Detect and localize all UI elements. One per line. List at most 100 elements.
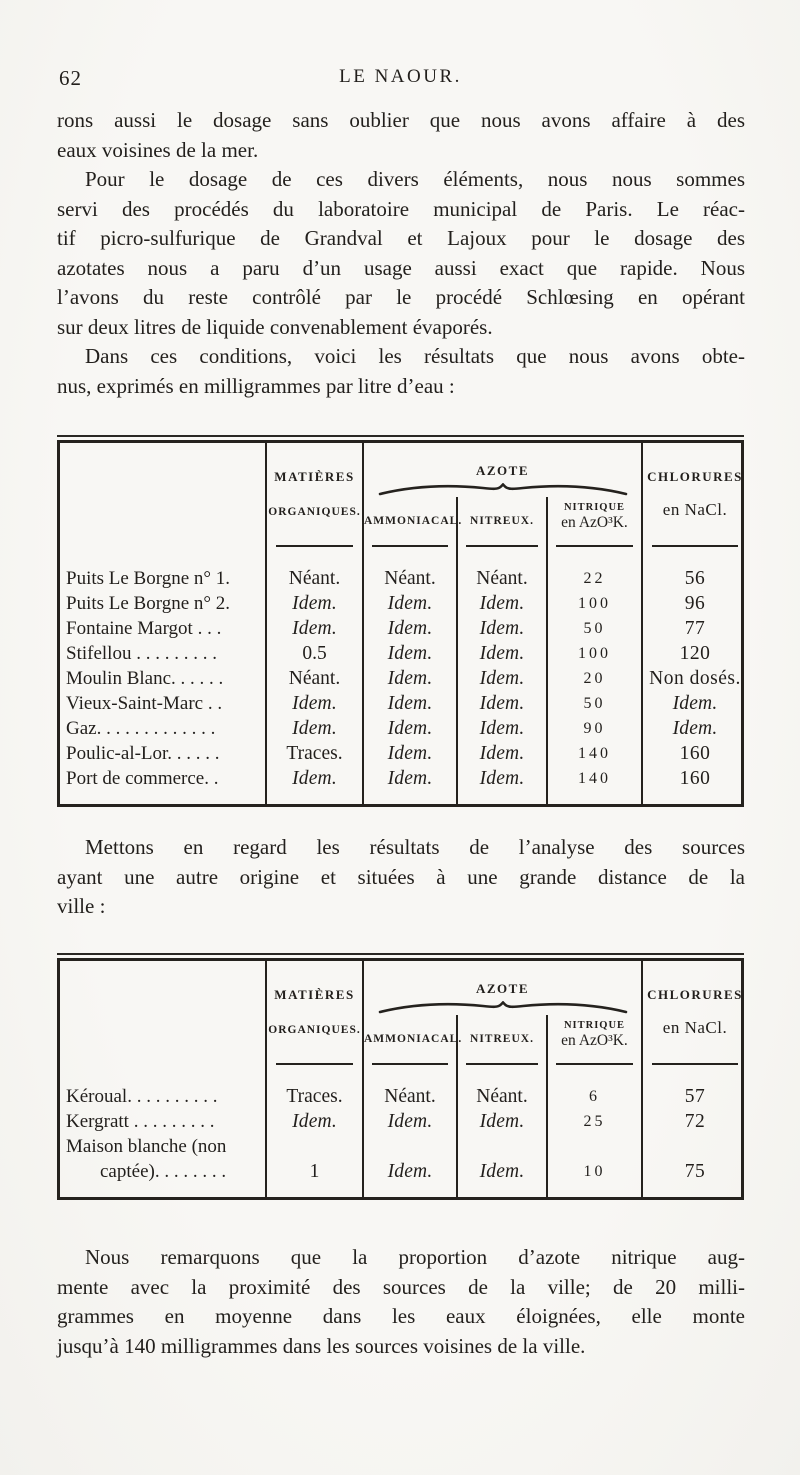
header-line: AMMONIACAL. <box>364 515 463 527</box>
text-line: rons aussi le dosage sans oublier que no… <box>57 108 745 132</box>
text-line: servi des procédés du laboratoire munici… <box>57 196 745 221</box>
value-cell: Idem. <box>362 666 457 691</box>
row-label-column-header <box>60 443 266 555</box>
value-cell: 25 <box>546 1109 642 1134</box>
text-line: sur deux litres de liquide convenablemen… <box>57 314 493 339</box>
value-cell: Idem. <box>265 691 363 716</box>
value-cell: Idem. <box>456 1134 547 1197</box>
value-cell: Idem. <box>265 616 363 641</box>
value-cell: 77 <box>641 616 747 641</box>
value-cell: Idem. <box>362 766 457 804</box>
table-row: Puits Le Borgne n° 1. Néant. Néant. Néant. 2… <box>60 555 747 591</box>
table-row: Kergratt . . . . . . . . . Idem. Idem. Idem… <box>60 1109 747 1134</box>
value-cell: 57 <box>641 1073 747 1109</box>
header-line: AMMONIACAL. <box>364 1033 463 1045</box>
table-row: Gaz. . . . . . . . . . . . . Idem. Idem. Id… <box>60 716 747 741</box>
text-line: l’avons du reste contrôlé par le procédé… <box>57 285 745 309</box>
header-line: CHLORURES <box>647 469 743 484</box>
value-cell: 160 <box>641 741 747 766</box>
table-row: Poulic-al-Lor. . . . . . Traces. Idem. Idem… <box>60 741 747 766</box>
value-cell: 140 <box>546 766 642 804</box>
value-cell: Néant. <box>456 1073 547 1109</box>
header-line: ORGANIQUES. <box>268 506 361 518</box>
col-header-nitreux: NITREUX. <box>456 1015 547 1073</box>
col-header-ammoniacal: AMMONIACAL. <box>362 497 463 555</box>
text-line: azotates nous a paru d’un usage aussi ex… <box>57 255 745 280</box>
row-label: Stifellou . . . . . . . . . <box>66 643 217 664</box>
value-cell: 140 <box>546 741 642 766</box>
value-cell: Idem. <box>456 641 547 666</box>
text-line: grammes en moyenne dans les eaux éloigné… <box>57 1304 745 1328</box>
paragraph-methods: Pour le dosage de ces divers éléments, n… <box>57 165 745 342</box>
table-row: Moulin Blanc. . . . . . Néant. Idem. Idem. 2… <box>60 666 747 691</box>
value-cell: Idem. <box>641 716 747 741</box>
results-table-city-springs: MATIÈRES ORGANIQUES. AZOTE CHLORURES en … <box>57 435 747 807</box>
header-line: MATIÈRES <box>274 987 355 1002</box>
analysis-table: MATIÈRES ORGANIQUES. AZOTE CHLORURES en … <box>60 961 747 1197</box>
value-cell: Idem. <box>456 716 547 741</box>
value-cell: 22 <box>546 555 642 591</box>
text-line: tif picro-sulfurique de Grandval et Lajo… <box>57 226 745 250</box>
value-cell: Idem. <box>362 591 457 616</box>
row-label: Vieux-Saint-Marc . . <box>66 693 223 714</box>
table-row: Maison blanche (non captée). . . . . . .… <box>60 1134 747 1197</box>
table-row: Kéroual. . . . . . . . . . Traces. Néant. N… <box>60 1073 747 1109</box>
text-line: Pour le dosage de ces divers éléments, n… <box>85 167 745 191</box>
running-title: LE NAOUR. <box>339 66 462 87</box>
text-line: mente avec la proximité des sources de l… <box>57 1274 745 1299</box>
row-label: Puits Le Borgne n° 2. <box>66 593 230 614</box>
value-cell: Néant. <box>265 555 363 591</box>
value-cell: Idem. <box>362 691 457 716</box>
paragraph-comparison-intro: Mettons en regard les résultats de l’ana… <box>57 833 745 922</box>
value-cell: 75 <box>641 1134 747 1197</box>
row-label: Maison blanche (non captée). . . . . . .… <box>66 1136 227 1182</box>
value-cell: 160 <box>641 766 747 804</box>
row-label: Kéroual. . . . . . . . . . <box>66 1086 218 1107</box>
value-cell: Non dosés. <box>641 666 747 691</box>
value-cell: 20 <box>546 666 642 691</box>
header-line: AZOTE <box>475 981 529 996</box>
value-cell: Idem. <box>362 716 457 741</box>
value-cell: Idem. <box>265 766 363 804</box>
value-cell: 50 <box>546 691 642 716</box>
value-cell: Traces. <box>265 741 363 766</box>
table-row: Vieux-Saint-Marc . . Idem. Idem. Idem. 50 Ide… <box>60 691 747 716</box>
table-row: Puits Le Borgne n° 2. Idem. Idem. Idem. 100 9… <box>60 591 747 616</box>
header-line: en AzO³K. <box>561 1032 628 1049</box>
header-line: en NaCl. <box>662 500 728 519</box>
value-cell: Néant. <box>456 555 547 591</box>
running-header: 62 LE NAOUR. <box>57 66 744 92</box>
value-cell: Néant. <box>265 666 363 691</box>
header-line: NITRIQUE <box>563 1020 626 1031</box>
row-label: Kergratt . . . . . . . . . <box>66 1111 215 1132</box>
value-cell: 0.5 <box>265 641 363 666</box>
analysis-table: MATIÈRES ORGANIQUES. AZOTE CHLORURES en … <box>60 443 747 804</box>
row-label: Poulic-al-Lor. . . . . . <box>66 743 220 764</box>
text-line: Dans ces conditions, voici les résultats… <box>85 344 745 368</box>
value-cell: 72 <box>641 1109 747 1134</box>
header-line: MATIÈRES <box>274 469 355 484</box>
value-cell: Néant. <box>362 1073 457 1109</box>
page-number: 62 <box>59 66 82 90</box>
value-cell: Traces. <box>265 1073 363 1109</box>
paragraph-results-intro: Dans ces conditions, voici les résultats… <box>57 342 745 401</box>
col-header-nitrique: NITRIQUE en AzO³K. <box>546 1015 642 1073</box>
value-cell: 6 <box>546 1073 642 1109</box>
body-text-block-2: Mettons en regard les résultats de l’ana… <box>57 833 745 922</box>
paragraph-conclusion: Nous remarquons que la proportion d’azot… <box>57 1243 745 1361</box>
col-header-ammoniacal: AMMONIACAL. <box>362 1015 463 1073</box>
table-header: MATIÈRES ORGANIQUES. AZOTE CHLORURES en … <box>60 961 747 1073</box>
value-cell: Idem. <box>456 741 547 766</box>
row-label: Gaz. . . . . . . . . . . . . <box>66 718 216 739</box>
value-cell: Idem. <box>641 691 747 716</box>
value-cell: 90 <box>546 716 642 741</box>
text-line: eaux voisines de la mer. <box>57 137 259 162</box>
value-cell: Idem. <box>362 1134 457 1197</box>
value-cell: 10 <box>546 1134 642 1197</box>
table-row: Stifellou . . . . . . . . . 0.5 Idem. Idem.… <box>60 641 747 666</box>
col-header-matieres-organiques: MATIÈRES ORGANIQUES. <box>265 443 363 555</box>
header-line: NITREUX. <box>470 1033 534 1045</box>
value-cell: 56 <box>641 555 747 591</box>
value-cell: Idem. <box>265 1109 363 1134</box>
text-line: jusqu’à 140 milligrammes dans les source… <box>57 1333 586 1358</box>
